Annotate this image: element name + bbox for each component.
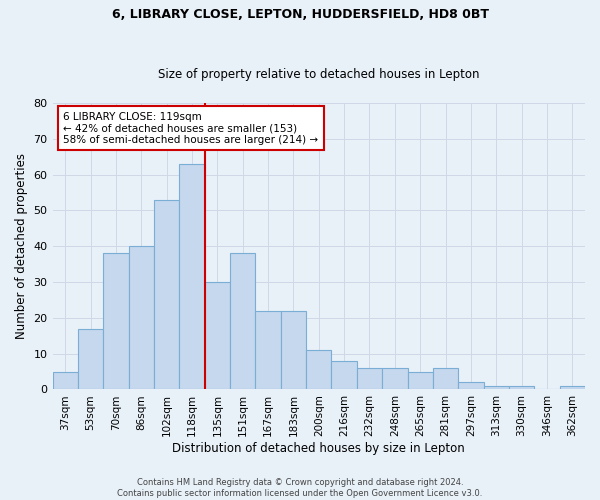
Bar bbox=[205, 282, 230, 390]
Bar bbox=[458, 382, 484, 390]
Title: Size of property relative to detached houses in Lepton: Size of property relative to detached ho… bbox=[158, 68, 479, 81]
Bar bbox=[407, 372, 433, 390]
Bar bbox=[433, 368, 458, 390]
X-axis label: Distribution of detached houses by size in Lepton: Distribution of detached houses by size … bbox=[172, 442, 465, 455]
Bar bbox=[331, 361, 357, 390]
Bar bbox=[53, 372, 78, 390]
Y-axis label: Number of detached properties: Number of detached properties bbox=[15, 153, 28, 339]
Bar bbox=[509, 386, 534, 390]
Text: Contains HM Land Registry data © Crown copyright and database right 2024.
Contai: Contains HM Land Registry data © Crown c… bbox=[118, 478, 482, 498]
Bar bbox=[78, 328, 103, 390]
Text: 6, LIBRARY CLOSE, LEPTON, HUDDERSFIELD, HD8 0BT: 6, LIBRARY CLOSE, LEPTON, HUDDERSFIELD, … bbox=[112, 8, 488, 20]
Bar bbox=[281, 310, 306, 390]
Bar bbox=[357, 368, 382, 390]
Bar bbox=[179, 164, 205, 390]
Bar bbox=[230, 254, 256, 390]
Bar bbox=[560, 386, 585, 390]
Bar bbox=[103, 254, 128, 390]
Bar bbox=[382, 368, 407, 390]
Bar bbox=[128, 246, 154, 390]
Bar bbox=[154, 200, 179, 390]
Text: 6 LIBRARY CLOSE: 119sqm
← 42% of detached houses are smaller (153)
58% of semi-d: 6 LIBRARY CLOSE: 119sqm ← 42% of detache… bbox=[63, 112, 319, 145]
Bar bbox=[484, 386, 509, 390]
Bar bbox=[306, 350, 331, 390]
Bar bbox=[256, 310, 281, 390]
